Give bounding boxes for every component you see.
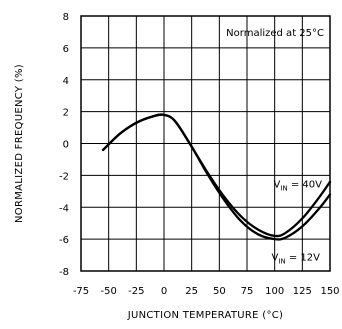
x-axis-title: JUNCTION TEMPERATURE (°C): [127, 310, 284, 321]
series-label-12v-subscript: IN: [278, 258, 285, 266]
normalization-annotation: Normalized at 25°C: [226, 28, 324, 39]
x-tick-label: 0: [161, 286, 167, 297]
data-series: [101, 113, 332, 241]
y-tick-label: -6: [59, 235, 69, 246]
y-tick-label: -2: [59, 171, 69, 182]
series-label-40v-subscript: IN: [280, 184, 287, 192]
x-tick-label: -75: [73, 286, 89, 297]
series-label-12v-main: V: [272, 253, 279, 264]
x-tick-label: 100: [265, 286, 284, 297]
x-tick-label: -50: [100, 286, 116, 297]
series-label-12v-value: = 12V: [286, 253, 320, 264]
x-tick-label: 125: [293, 286, 312, 297]
y-tick-label: 2: [63, 108, 69, 119]
y-axis-title: NORMALIZED FREQUENCY (%): [14, 64, 25, 223]
series-label-40v-main: V: [274, 179, 281, 190]
y-tick-label: 6: [63, 44, 69, 55]
series-label-40v: VIN = 40V: [274, 179, 323, 192]
x-tick-label: 25: [185, 286, 198, 297]
series-label-12v: VIN = 12V: [272, 253, 321, 266]
y-tick-label: 0: [63, 140, 69, 151]
y-tick-labels: -8 -6 -4 -2 0 2 4 6 8: [59, 12, 69, 278]
x-tick-label: 50: [213, 286, 226, 297]
y-tick-label: 8: [63, 12, 69, 23]
series-line-1: [101, 113, 332, 241]
x-tick-label: 150: [320, 286, 339, 297]
x-tick-label: -25: [128, 286, 144, 297]
plot-frame: [80, 15, 331, 272]
y-tick-label: -8: [59, 267, 69, 278]
y-tick-label: 4: [63, 76, 69, 87]
series-label-40v-value: = 40V: [288, 179, 322, 190]
x-tick-labels: -75 -50 -25 0 25 50 75 100 125 150: [73, 286, 340, 297]
y-tick-label: -4: [59, 203, 69, 214]
x-tick-label: 75: [241, 286, 254, 297]
